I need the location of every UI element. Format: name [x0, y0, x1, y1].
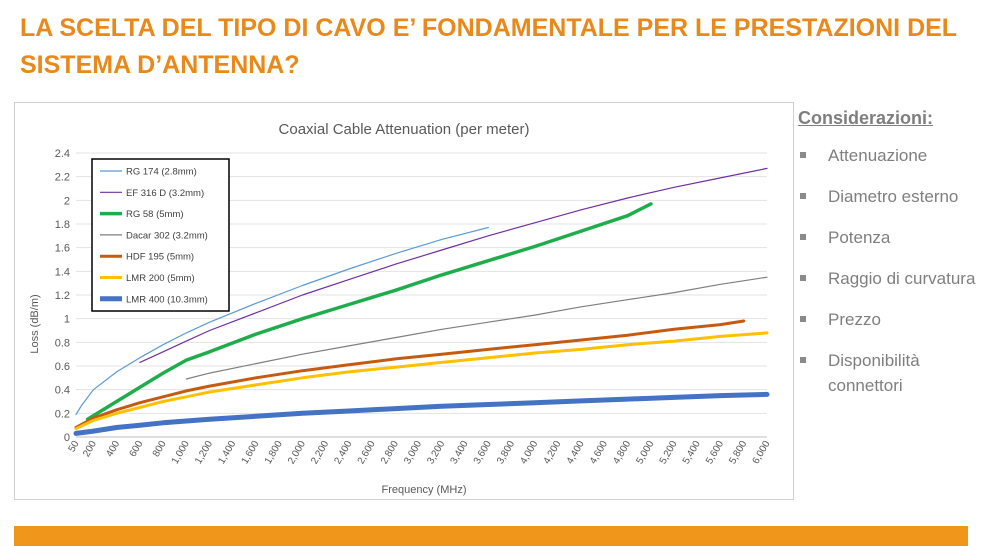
x-axis-label: Frequency (MHz): [382, 484, 467, 496]
accent-bar: [14, 526, 968, 546]
y-tick-label: 2: [64, 195, 70, 207]
legend-label: LMR 400 (10.3mm): [126, 294, 208, 305]
series-line: [185, 276, 768, 380]
y-tick-label: 0.8: [55, 337, 70, 349]
y-tick-label: 0.2: [55, 408, 70, 420]
x-tick-label: 3,400: [449, 439, 471, 467]
x-tick-label: 50: [67, 439, 82, 455]
series-line: [74, 331, 769, 431]
consideration-label: Prezzo: [828, 310, 881, 329]
x-tick-label: 3,800: [495, 439, 517, 467]
x-tick-label: 5,400: [681, 439, 703, 467]
series-line: [75, 226, 489, 416]
x-tick-label: 4,400: [565, 439, 587, 467]
x-tick-label: 1,200: [193, 439, 215, 467]
legend-label: HDF 195 (5mm): [126, 252, 194, 263]
chart-legend: RG 174 (2.8mm) EF 316 D (3.2mm) RG 58 (5mm…: [91, 158, 230, 312]
x-tick-label: 1,000: [170, 439, 192, 467]
square-bullet-icon: [800, 316, 806, 322]
x-tick-label: 3,600: [472, 439, 494, 467]
consideration-item: Potenza: [798, 225, 998, 250]
x-tick-label: 2,200: [309, 439, 331, 467]
legend-label: RG 58 (5mm): [126, 209, 184, 220]
legend-label: LMR 200 (5mm): [126, 273, 195, 284]
x-tick-label: 2,600: [356, 439, 378, 467]
x-tick-label: 2,400: [332, 439, 354, 467]
consideration-item: Raggio di curvatura: [798, 266, 998, 291]
x-tick-label: 1,800: [263, 439, 285, 467]
x-tick-label: 5,800: [727, 439, 749, 467]
legend-label: RG 174 (2.8mm): [126, 167, 197, 178]
x-axis-ticks: 50 200 400 600 800 1,000 1,200 1,400 1,600 1,800 2…: [67, 439, 773, 467]
y-tick-label: 0.6: [55, 361, 70, 373]
x-tick-label: 4,200: [542, 439, 564, 467]
x-tick-label: 6,000: [751, 439, 773, 467]
square-bullet-icon: [800, 152, 806, 158]
series-line: [139, 167, 768, 363]
y-tick-label: 0: [64, 432, 70, 444]
slide-title: LA SCELTA DEL TIPO DI CAVO E’ FONDAMENTA…: [20, 14, 957, 79]
x-tick-label: 1,600: [240, 439, 262, 467]
series-line: [73, 391, 770, 436]
square-bullet-icon: [800, 357, 806, 363]
y-tick-label: 1.2: [55, 290, 70, 302]
consideration-label: Diametro esterno: [828, 187, 959, 206]
consideration-label: Disponibilità connettori: [828, 351, 920, 395]
consideration-item: Prezzo: [798, 307, 998, 332]
series-lines: [73, 167, 770, 436]
series-line: [74, 319, 746, 429]
y-axis-label: Loss (dB/m): [29, 294, 41, 353]
x-tick-label: 5,200: [658, 439, 680, 467]
x-tick-label: 5,000: [634, 439, 656, 467]
y-tick-label: 1: [64, 314, 70, 326]
x-tick-label: 4,600: [588, 439, 610, 467]
x-tick-label: 3,200: [425, 439, 447, 467]
y-tick-label: 1.4: [55, 266, 70, 278]
considerations-panel: Considerazioni: Attenuazione Diametro es…: [798, 108, 998, 414]
x-tick-label: 600: [128, 439, 146, 459]
legend-label: EF 316 D (3.2mm): [126, 188, 204, 199]
considerations-heading: Considerazioni:: [798, 108, 934, 128]
x-tick-label: 5,600: [704, 439, 726, 467]
x-tick-label: 3,000: [402, 439, 424, 467]
square-bullet-icon: [800, 234, 806, 240]
x-tick-label: 4,000: [518, 439, 540, 467]
x-tick-label: 2,000: [286, 439, 308, 467]
y-tick-label: 2.4: [55, 148, 70, 160]
legend-label: Dacar 302 (3.2mm): [126, 230, 208, 241]
consideration-label: Potenza: [828, 228, 891, 247]
x-tick-label: 400: [104, 439, 122, 459]
y-tick-label: 0.4: [55, 385, 70, 397]
x-tick-label: 2,800: [379, 439, 401, 467]
consideration-label: Raggio di curvatura: [828, 269, 976, 288]
consideration-item: Attenuazione: [798, 143, 998, 168]
square-bullet-icon: [800, 193, 806, 199]
y-tick-label: 2.2: [55, 172, 70, 184]
chart-title: Coaxial Cable Attenuation (per meter): [279, 121, 530, 138]
attenuation-chart: Coaxial Cable Attenuation (per meter) 00…: [29, 121, 773, 496]
x-tick-label: 800: [151, 439, 169, 459]
consideration-item: Disponibilità connettori: [798, 348, 998, 398]
consideration-item: Diametro esterno: [798, 184, 998, 209]
y-tick-label: 1.8: [55, 219, 70, 231]
y-axis-ticks: 0 0.2 0.4 0.6 0.8 1 1.2 1.4 1.6 1.8 2 2.2 2.4: [55, 148, 70, 444]
square-bullet-icon: [800, 275, 806, 281]
consideration-label: Attenuazione: [828, 146, 928, 165]
series-line: [85, 202, 653, 422]
x-tick-label: 4,800: [611, 439, 633, 467]
y-tick-label: 1.6: [55, 243, 70, 255]
x-tick-label: 200: [81, 439, 99, 459]
x-tick-label: 1,400: [216, 439, 238, 467]
